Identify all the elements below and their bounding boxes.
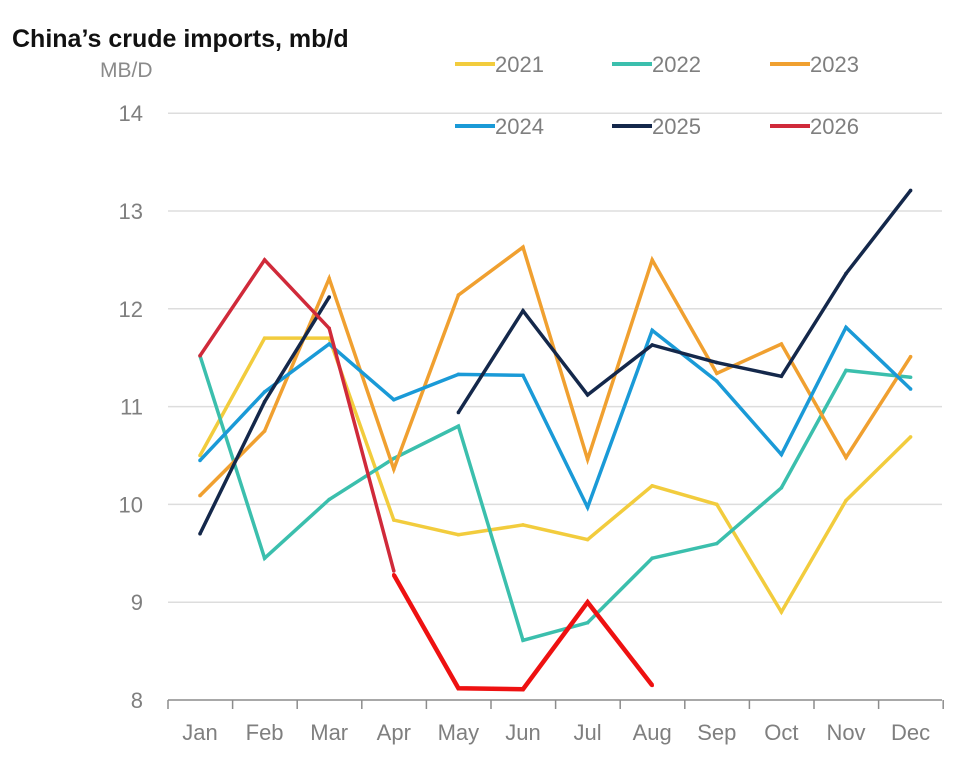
series-2023 xyxy=(198,244,913,498)
series-line xyxy=(198,257,396,572)
x-axis: Jan Feb Mar Apr May Jun Jul Aug Sep Oct Nov Dec xyxy=(167,699,944,745)
y-tick-label: 10 xyxy=(119,492,143,517)
series-line xyxy=(198,336,912,616)
legend-item-2025: 2025 xyxy=(612,114,701,139)
series-line xyxy=(198,355,911,643)
y-tick-label: 13 xyxy=(119,199,143,224)
x-tick-label-sep: Sep xyxy=(697,720,736,745)
y-axis-unit-label: MB/D xyxy=(100,59,153,82)
legend-label: 2021 xyxy=(495,52,544,77)
series-2021 xyxy=(198,336,913,616)
legend-label: 2026 xyxy=(810,114,859,139)
y-axis-ticks: 8 9 10 11 12 13 14 xyxy=(119,101,143,713)
series-line xyxy=(456,189,912,414)
legend-item-2023: 2023 xyxy=(770,52,859,77)
x-tick-label-may: May xyxy=(438,720,480,745)
legend-label: 2025 xyxy=(652,114,701,139)
x-tick-label-apr: Apr xyxy=(377,720,411,745)
legend-item-2021: 2021 xyxy=(455,52,544,77)
data-series xyxy=(198,188,913,692)
legend-item-2022: 2022 xyxy=(612,52,701,77)
series-line xyxy=(198,296,331,535)
series-2024 xyxy=(198,324,913,512)
x-tick-label-nov: Nov xyxy=(826,720,865,745)
x-tick-label-jan: Jan xyxy=(182,720,217,745)
x-tick-label-jul: Jul xyxy=(574,720,602,745)
y-tick-label: 8 xyxy=(131,688,143,713)
series-line xyxy=(198,244,913,497)
x-tick-label-aug: Aug xyxy=(633,720,672,745)
legend-item-2024: 2024 xyxy=(455,114,544,139)
x-tick-label-mar: Mar xyxy=(310,720,348,745)
gridlines xyxy=(168,112,942,603)
chart-title: China’s crude imports, mb/d xyxy=(12,25,349,53)
series-line xyxy=(391,573,654,692)
series-2025 xyxy=(198,188,913,536)
legend-item-2026: 2026 xyxy=(770,114,859,139)
legend-label: 2022 xyxy=(652,52,701,77)
x-tick-label-oct: Oct xyxy=(764,720,798,745)
y-tick-label: 12 xyxy=(119,297,143,322)
y-tick-label: 11 xyxy=(120,395,143,420)
x-tick-label-feb: Feb xyxy=(246,720,284,745)
series-2022 xyxy=(198,353,913,643)
legend-label: 2024 xyxy=(495,114,544,139)
x-tick-label-dec: Dec xyxy=(891,720,930,745)
series-unlabeled-6 xyxy=(391,573,654,692)
legend-label: 2023 xyxy=(810,52,859,77)
series-2026 xyxy=(198,257,396,573)
y-tick-label: 9 xyxy=(131,590,143,615)
y-tick-label: 14 xyxy=(119,101,143,126)
x-tick-label-jun: Jun xyxy=(505,720,540,745)
series-line xyxy=(198,324,912,512)
legend: 2021 2022 2023 2024 2025 2026 xyxy=(455,52,859,139)
